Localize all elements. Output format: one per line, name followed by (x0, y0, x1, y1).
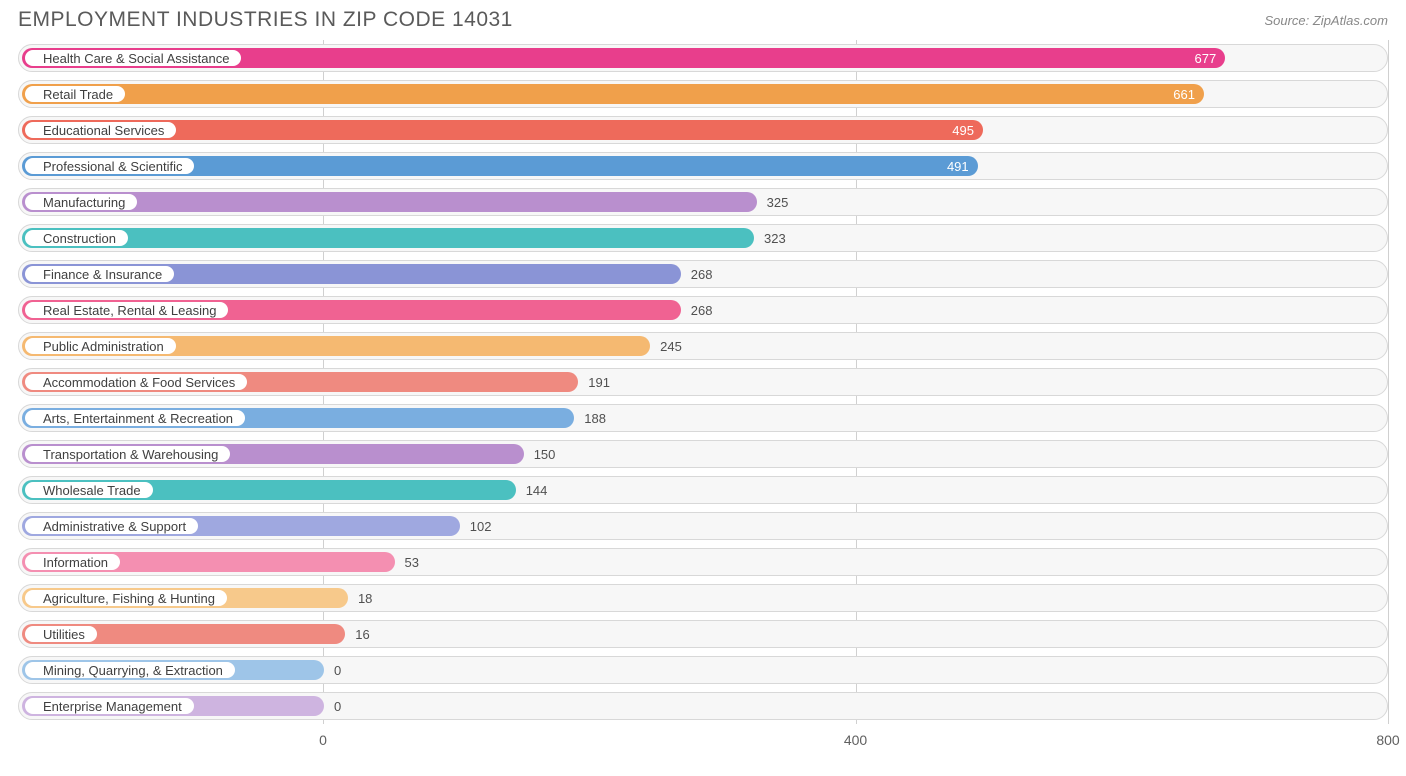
bar-label: Educational Services (25, 122, 176, 138)
bar-label: Transportation & Warehousing (25, 446, 230, 462)
bar-label: Utilities (25, 626, 97, 642)
bar-value: 188 (584, 405, 606, 431)
bar-value: 144 (526, 477, 548, 503)
bar-row: Arts, Entertainment & Recreation 188 (18, 404, 1388, 432)
bars-container: Health Care & Social Assistance 677 Retail… (18, 44, 1388, 720)
bar-value: 0 (334, 657, 341, 683)
bar-label: Information (25, 554, 120, 570)
chart-area: Health Care & Social Assistance 677 Retail… (18, 44, 1388, 752)
bar-row: Retail Trade 661 (18, 80, 1388, 108)
bar-value: 191 (588, 369, 610, 395)
x-tick-label: 800 (1376, 732, 1399, 748)
bar-row: Finance & Insurance 268 (18, 260, 1388, 288)
bar-label: Wholesale Trade (25, 482, 153, 498)
bar-value: 677 (1195, 45, 1217, 71)
bar-label: Arts, Entertainment & Recreation (25, 410, 245, 426)
x-axis: 0400800 (18, 728, 1388, 752)
bar-label: Construction (25, 230, 128, 246)
bar-label: Mining, Quarrying, & Extraction (25, 662, 235, 678)
bar-row: Educational Services 495 (18, 116, 1388, 144)
bar-label: Finance & Insurance (25, 266, 174, 282)
gridline (1388, 40, 1389, 724)
bar-label: Accommodation & Food Services (25, 374, 247, 390)
bar-value: 268 (691, 261, 713, 287)
bar-label: Agriculture, Fishing & Hunting (25, 590, 227, 606)
bar-row: Construction 323 (18, 224, 1388, 252)
bar-row: Utilities 16 (18, 620, 1388, 648)
bar-value: 323 (764, 225, 786, 251)
bar-row: Mining, Quarrying, & Extraction 0 (18, 656, 1388, 684)
chart-title: EMPLOYMENT INDUSTRIES IN ZIP CODE 14031 (18, 8, 513, 32)
bar-fill (22, 84, 1204, 104)
bar-row: Administrative & Support 102 (18, 512, 1388, 540)
bar-value: 268 (691, 297, 713, 323)
bar-row: Agriculture, Fishing & Hunting 18 (18, 584, 1388, 612)
bar-value: 661 (1173, 81, 1195, 107)
bar-label: Administrative & Support (25, 518, 198, 534)
bar-label: Enterprise Management (25, 698, 194, 714)
bar-label: Manufacturing (25, 194, 137, 210)
bar-value: 16 (355, 621, 369, 647)
bar-row: Transportation & Warehousing 150 (18, 440, 1388, 468)
bar-label: Public Administration (25, 338, 176, 354)
source-name: ZipAtlas.com (1313, 13, 1388, 28)
bar-label: Real Estate, Rental & Leasing (25, 302, 228, 318)
bar-label: Health Care & Social Assistance (25, 50, 241, 66)
bar-row: Manufacturing 325 (18, 188, 1388, 216)
bar-fill (22, 228, 754, 248)
bar-value: 491 (947, 153, 969, 179)
bar-label: Professional & Scientific (25, 158, 194, 174)
bar-value: 18 (358, 585, 372, 611)
bar-value: 150 (534, 441, 556, 467)
x-tick-label: 0 (319, 732, 327, 748)
bar-row: Wholesale Trade 144 (18, 476, 1388, 504)
bar-row: Professional & Scientific 491 (18, 152, 1388, 180)
bar-row: Accommodation & Food Services 191 (18, 368, 1388, 396)
bar-value: 245 (660, 333, 682, 359)
bar-value: 325 (767, 189, 789, 215)
bar-label: Retail Trade (25, 86, 125, 102)
bar-row: Real Estate, Rental & Leasing 268 (18, 296, 1388, 324)
bar-value: 53 (405, 549, 419, 575)
bar-row: Enterprise Management 0 (18, 692, 1388, 720)
bar-value: 495 (952, 117, 974, 143)
bar-value: 0 (334, 693, 341, 719)
x-tick-label: 400 (844, 732, 867, 748)
bar-row: Public Administration 245 (18, 332, 1388, 360)
source-prefix: Source: (1264, 13, 1312, 28)
bar-value: 102 (470, 513, 492, 539)
bar-row: Information 53 (18, 548, 1388, 576)
bar-row: Health Care & Social Assistance 677 (18, 44, 1388, 72)
source-attribution: Source: ZipAtlas.com (1264, 13, 1388, 28)
